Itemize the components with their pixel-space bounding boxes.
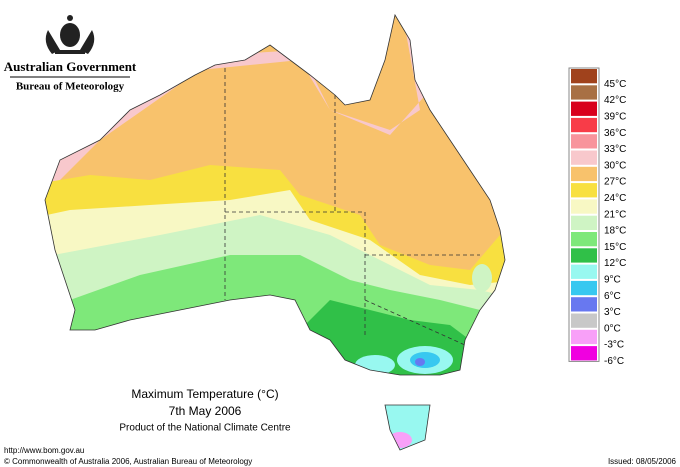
header-title: Australian Government (4, 59, 137, 74)
tasmania-map (385, 405, 430, 450)
map-credit: Product of the National Climate Centre (119, 423, 291, 434)
legend-label: 24°C (604, 193, 626, 204)
legend-label: 0°C (604, 323, 621, 334)
legend-label: 39°C (604, 112, 626, 123)
legend-label: 18°C (604, 226, 626, 237)
legend-swatch (571, 183, 597, 198)
legend-swatch (571, 248, 597, 263)
legend-label: 36°C (604, 128, 626, 139)
coastline (44, 13, 506, 376)
legend-label: 21°C (604, 209, 626, 220)
legend-swatch (571, 264, 597, 279)
legend-swatch (571, 313, 597, 328)
legend-label: 9°C (604, 275, 621, 286)
legend-swatch (571, 215, 597, 230)
legend-label: -6°C (604, 356, 624, 367)
legend-frame (568, 67, 600, 362)
legend-swatch (571, 117, 597, 133)
legend-swatch (571, 150, 597, 165)
legend-swatch (571, 232, 597, 247)
map-title: Maximum Temperature (°C) (131, 387, 278, 401)
legend-swatch (571, 69, 597, 84)
footer-issued: Issued: 08/05/2006 (608, 457, 677, 466)
legend-swatch (571, 346, 597, 361)
legend-label: 12°C (604, 258, 626, 269)
legend: 45°C 42°C 39°C 36°C 33°C 30°C 27°C 24°C 21°C 18°C… (568, 67, 626, 367)
footer-url[interactable]: http://www.bom.gov.au (4, 446, 84, 455)
legend-label: 6°C (604, 291, 621, 302)
emblem (45, 15, 95, 54)
legend-label: 42°C (604, 95, 626, 106)
legend-swatch (571, 134, 597, 149)
legend-label: 45°C (604, 79, 626, 90)
legend-label: 33°C (604, 144, 626, 155)
state-borders (224, 68, 480, 346)
legend-label: -3°C (604, 340, 624, 351)
legend-swatch (571, 85, 597, 100)
legend-label: 30°C (604, 160, 626, 171)
legend-swatch (571, 199, 597, 214)
legend-swatch (571, 101, 597, 116)
footer-copyright: © Commonwealth of Australia 2006, Austra… (4, 457, 252, 466)
tasmania-coastline (384, 404, 431, 451)
legend-swatch (571, 329, 597, 345)
legend-swatch (571, 166, 597, 182)
legend-swatch (571, 297, 597, 312)
legend-label: 3°C (604, 307, 621, 318)
legend-label: 27°C (604, 177, 626, 188)
map-date: 7th May 2006 (169, 404, 242, 418)
legend-swatch (571, 280, 597, 296)
header-subtitle: Bureau of Meteorology (16, 81, 125, 93)
legend-label: 15°C (604, 242, 626, 253)
